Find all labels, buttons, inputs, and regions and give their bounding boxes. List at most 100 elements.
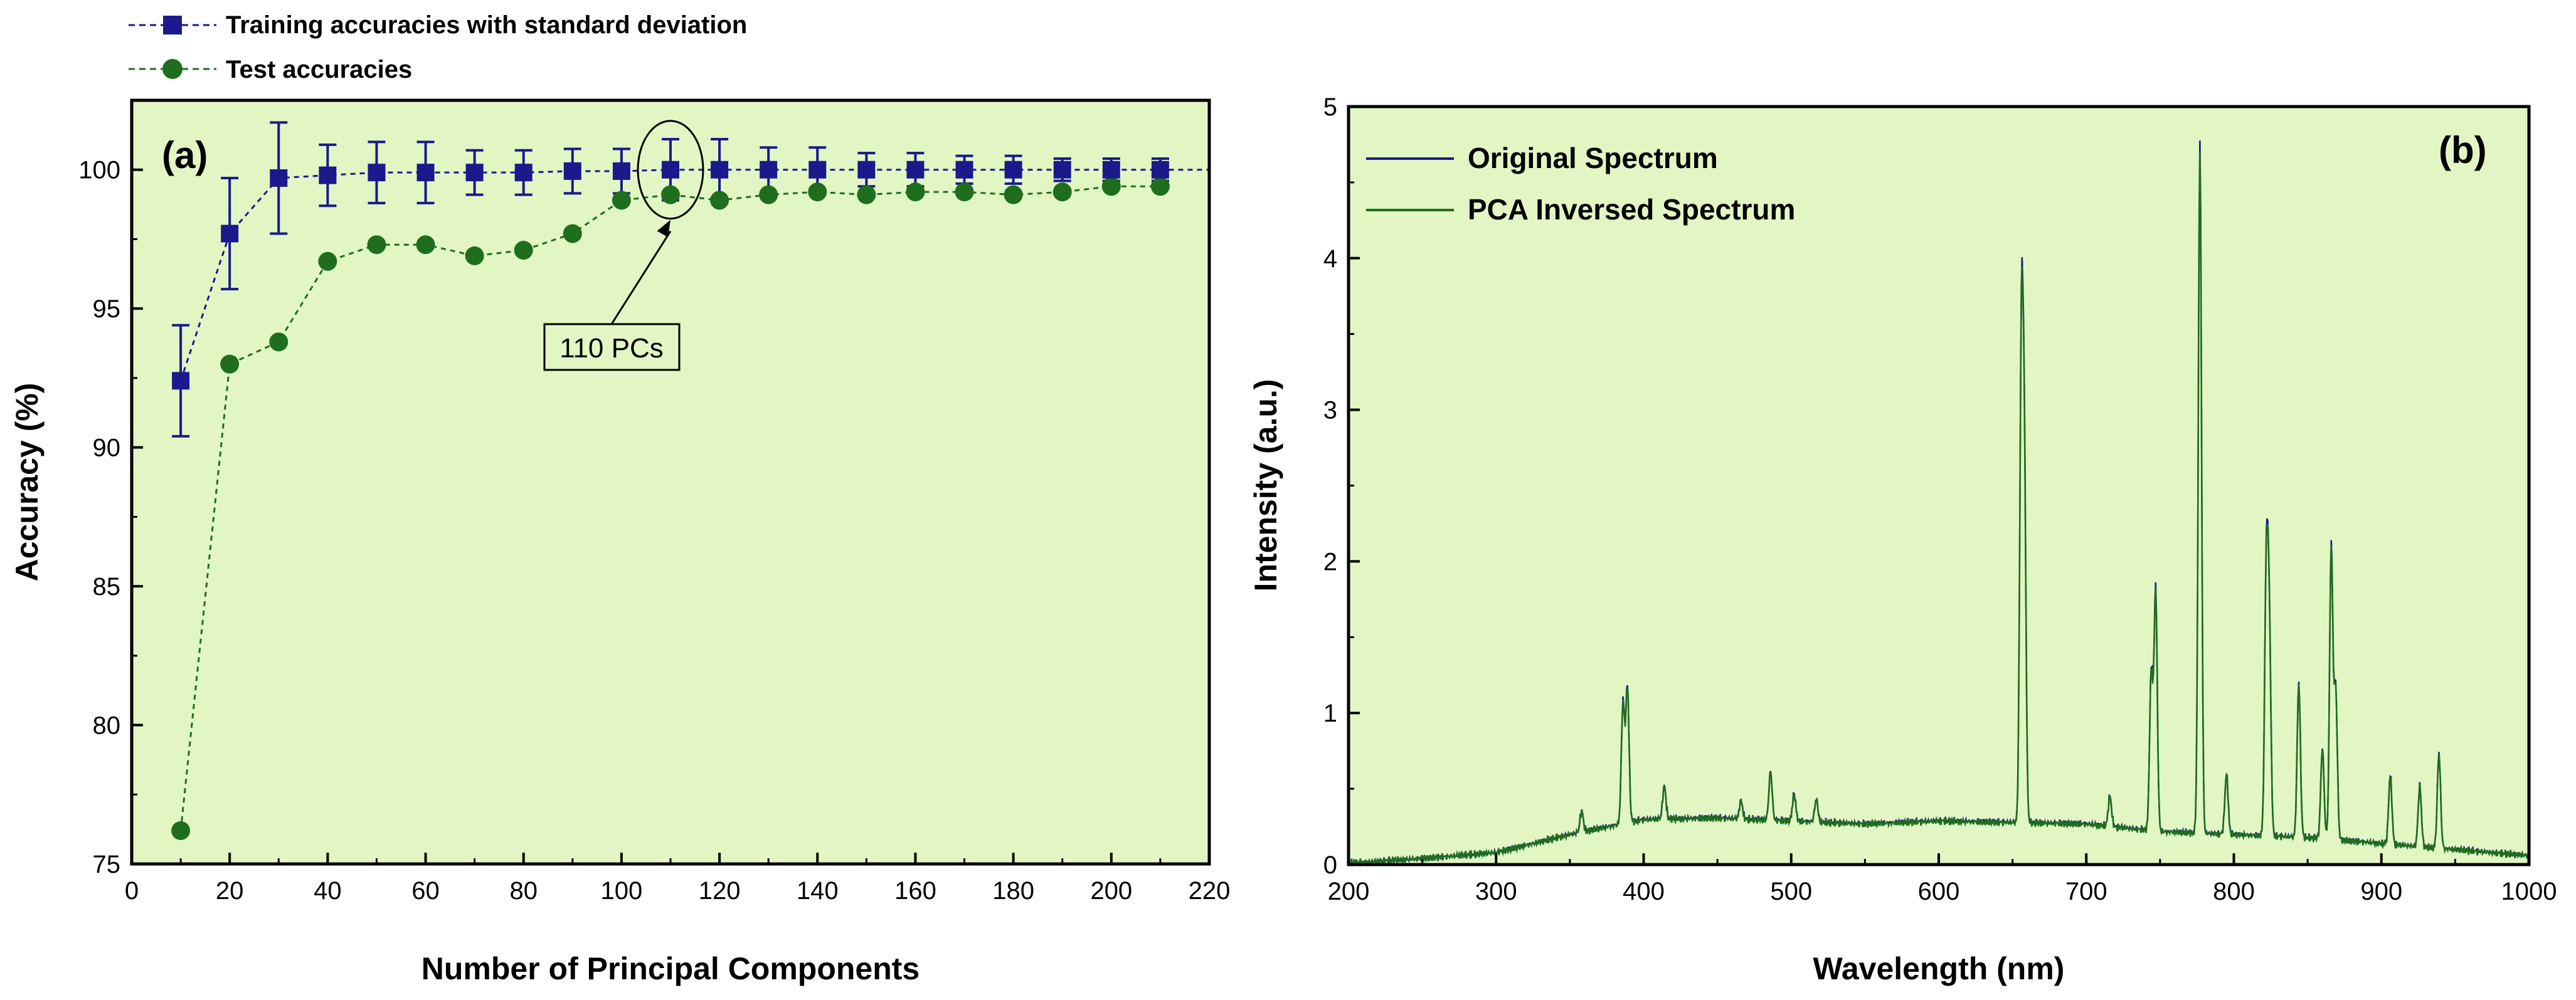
training-accuracy-point [172,372,190,390]
test-accuracy-point [661,185,680,204]
legend-test-marker-swatch [162,59,183,79]
annotation-ellipse [637,120,704,220]
panel-b-plot-area [1349,107,2529,865]
panel-b-x-tick-label: 400 [1623,878,1665,905]
training-accuracy-point [221,224,239,243]
panel-b-x-tick-label: 1000 [2501,878,2557,905]
panel-b-x-tick-label: 200 [1328,878,1370,905]
pca-inversed-spectrum-line [1347,152,2530,868]
panel-b-y-tick-label: 5 [1323,93,1337,121]
test-accuracy-point [808,182,827,202]
training-accuracy-line [179,169,1209,381]
test-accuracy-point [416,235,435,255]
panel-b-x-tick-label: 300 [1475,878,1517,905]
panel-a-x-tick-label: 80 [509,877,538,905]
panel-a-x-tick-label: 20 [216,877,244,905]
test-accuracy-point [1052,182,1072,202]
panel-a-series-layer [171,121,1209,840]
panel-a-x-tick-label: 180 [992,877,1034,905]
panel-b-ticks: 200 300 400 500 600 700 800 900 1000 0 1 2 3 4 5 [1323,93,2557,905]
training-accuracy-point [1004,161,1022,179]
panel-a-x-tick-label: 60 [411,877,440,905]
panel-a-x-axis-title: Number of Principal Components [421,951,920,986]
panel-b-x-tick-label: 500 [1770,878,1812,905]
panel-b-y-tick-label: 2 [1323,548,1337,576]
training-accuracy-point [514,164,533,182]
training-accuracy-point [612,162,630,180]
panel-a-y-tick-label: 100 [78,157,120,184]
panel-a-x-tick-label: 200 [1090,877,1132,905]
test-accuracy-point [906,182,925,202]
test-accuracy-point [318,251,337,271]
panel-a-y-tick-label: 80 [93,712,121,740]
test-accuracy-point [759,185,778,204]
panel-b-y-axis-title: Intensity (a.u.) [1248,379,1283,592]
panel-a-x-tick-label: 40 [314,877,342,905]
training-accuracy-point [1102,161,1120,179]
legend-training-label: Training accuracies with standard deviat… [226,11,747,39]
test-accuracy-point [171,821,191,840]
panel-b-y-tick-label: 1 [1323,700,1337,727]
annotation-box [543,323,681,371]
training-accuracy-point [906,161,925,179]
training-accuracy-point [416,164,435,182]
annotation-text: 110 PCs [559,333,664,364]
test-accuracy-point [220,354,240,374]
training-accuracy-point [955,161,973,179]
test-accuracy-point [612,191,631,210]
training-accuracy-point [465,164,484,182]
panel-b-x-tick-label: 600 [1918,878,1960,905]
training-accuracy-point [662,161,679,179]
test-accuracy-point [1004,185,1023,204]
panel-a-y-tick-label: 90 [93,434,121,462]
panel-a-legend: Training accuracies with standard deviat… [129,11,747,83]
training-accuracy-point [760,161,778,179]
panel-a-ticks: 0 20 40 60 80 100 120 140 160 180 200 220 75 80 85 90 95… [78,157,1230,905]
panel-a-plot-area [132,100,1209,864]
test-accuracy-point [514,241,533,260]
test-accuracy-line [179,185,1160,831]
panel-b-y-tick-label: 0 [1323,851,1337,879]
training-accuracy-point [270,169,288,187]
training-accuracy-point [1151,161,1169,179]
panel-b-label: (b) [2439,129,2487,171]
panel-a-label: (a) [162,134,208,176]
panel-a-x-tick-label: 120 [699,877,741,905]
annotation-arrowhead [657,219,671,238]
panel-a-y-tick-label: 85 [93,573,121,601]
panel-b-spectrum-chart: 200 300 400 500 600 700 800 900 1000 0 1 2 3 4 5 Origi… [1248,93,2557,986]
training-accuracy-point [808,161,827,179]
test-accuracy-point [710,191,729,210]
panel-a-x-tick-label: 140 [797,877,839,905]
panel-a-x-tick-label: 220 [1189,877,1231,905]
test-accuracy-point [955,182,974,202]
panel-b-legend: Original Spectrum PCA Inversed Spectrum [1366,142,1795,226]
training-accuracy-point [1053,161,1071,179]
test-accuracy-point [367,235,386,255]
training-accuracy-point [563,162,581,180]
panel-a-accuracy-chart: Training accuracies with standard deviat… [9,11,1230,986]
panel-a-x-tick-label: 100 [601,877,643,905]
test-accuracy-point [1101,177,1121,196]
panel-a-x-tick-label: 160 [894,877,936,905]
panel-b-y-tick-label: 4 [1323,245,1337,273]
training-accuracy-point [319,166,337,184]
panel-a-y-axis-title: Accuracy (%) [9,383,45,582]
annotation-110-pcs: 110 PCs [543,120,704,371]
training-accuracy-point [711,161,729,179]
panel-a-y-tick-label: 95 [93,295,121,323]
training-accuracy-point [368,164,386,182]
panel-b-series-layer [1347,140,2530,868]
panel-b-x-tick-label: 800 [2213,878,2255,905]
panel-a-y-tick-label: 75 [93,851,121,878]
test-accuracy-point [563,224,582,243]
panel-a-x-tick-label: 0 [125,877,139,905]
panel-b-x-axis-title: Wavelength (nm) [1813,951,2065,986]
test-accuracy-point [465,246,484,266]
panel-b-x-tick-label: 900 [2360,878,2402,905]
annotation-arrow [610,230,672,325]
test-accuracy-point [857,185,876,204]
test-accuracy-point [269,332,289,352]
legend-original-label: Original Spectrum [1468,142,1718,174]
